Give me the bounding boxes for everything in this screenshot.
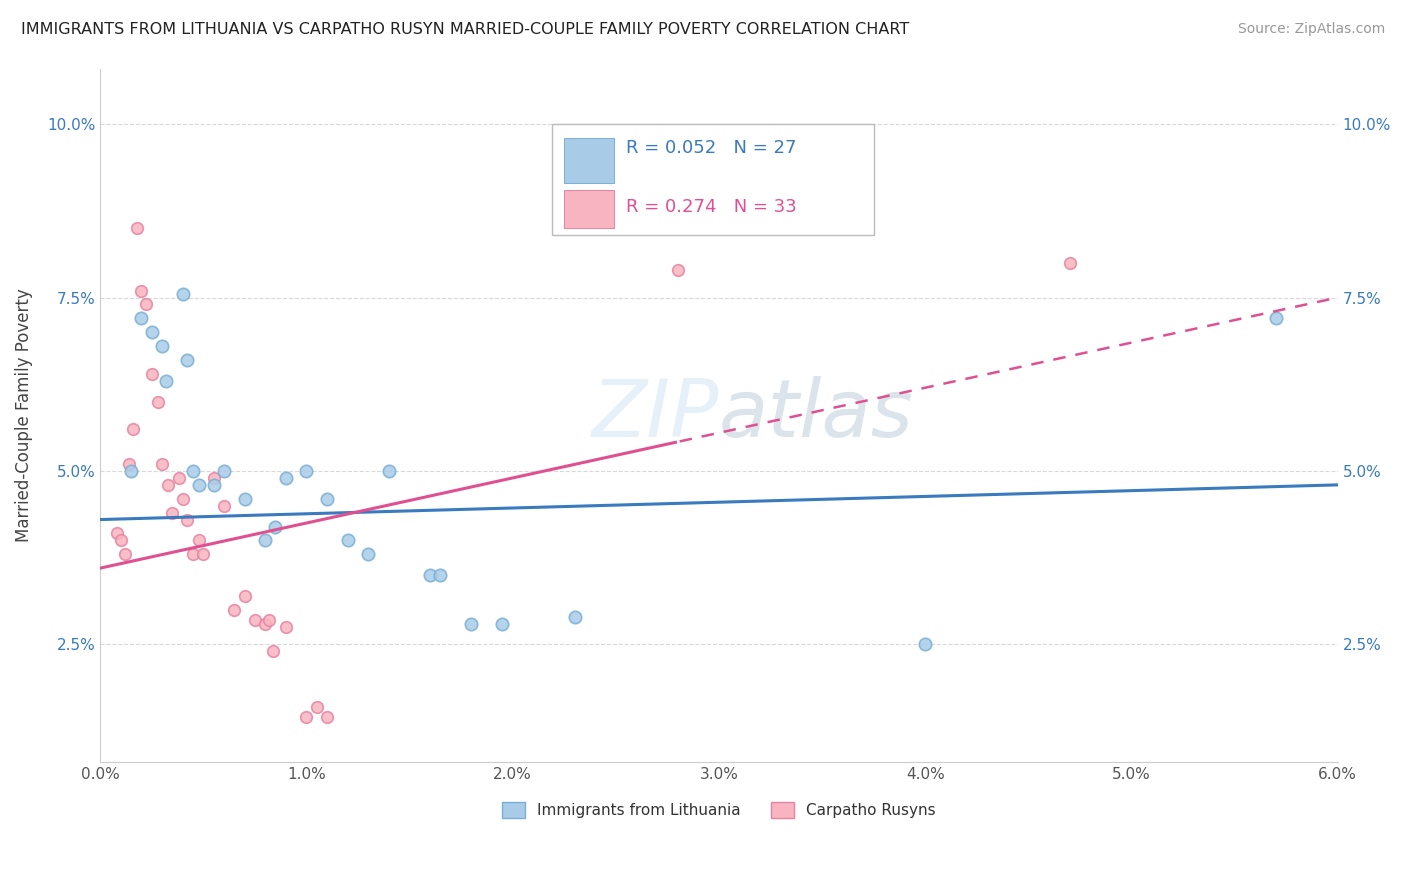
Point — [134, 297, 156, 311]
Point — [157, 478, 180, 492]
Point — [181, 464, 204, 478]
Point — [914, 637, 936, 651]
Point — [127, 221, 149, 235]
Point — [419, 568, 441, 582]
Point — [336, 533, 359, 548]
Point — [274, 620, 297, 634]
Point — [150, 457, 173, 471]
Point — [193, 547, 215, 561]
Point — [146, 394, 169, 409]
Text: R = 0.274   N = 33: R = 0.274 N = 33 — [626, 198, 797, 216]
Point — [176, 353, 198, 368]
Point — [110, 533, 132, 548]
Point — [172, 287, 194, 301]
Point — [274, 471, 297, 485]
Text: R = 0.052   N = 27: R = 0.052 N = 27 — [626, 139, 797, 157]
Legend: Immigrants from Lithuania, Carpatho Rusyns: Immigrants from Lithuania, Carpatho Rusy… — [496, 796, 942, 824]
Point — [172, 491, 194, 506]
Point — [181, 547, 204, 561]
Point — [212, 499, 235, 513]
Text: Source: ZipAtlas.com: Source: ZipAtlas.com — [1237, 22, 1385, 37]
Point — [120, 464, 142, 478]
Point — [122, 422, 145, 436]
Point — [460, 616, 482, 631]
Point — [233, 491, 256, 506]
Point — [259, 613, 281, 627]
Text: atlas: atlas — [718, 376, 914, 455]
Text: IMMIGRANTS FROM LITHUANIA VS CARPATHO RUSYN MARRIED-COUPLE FAMILY POVERTY CORREL: IMMIGRANTS FROM LITHUANIA VS CARPATHO RU… — [21, 22, 910, 37]
Point — [254, 616, 277, 631]
Point — [316, 710, 339, 724]
Point — [150, 339, 173, 353]
Point — [141, 367, 163, 381]
Point — [114, 547, 136, 561]
Point — [1059, 256, 1081, 270]
Point — [233, 589, 256, 603]
Point — [429, 568, 451, 582]
Point — [188, 533, 211, 548]
Point — [131, 284, 153, 298]
Point — [1264, 311, 1286, 326]
Point — [131, 311, 153, 326]
Point — [162, 506, 184, 520]
FancyBboxPatch shape — [553, 124, 873, 235]
Point — [305, 700, 328, 714]
Point — [316, 491, 339, 506]
Point — [666, 262, 689, 277]
FancyBboxPatch shape — [564, 190, 614, 228]
FancyBboxPatch shape — [564, 138, 614, 183]
Point — [155, 374, 177, 388]
Point — [378, 464, 401, 478]
Point — [167, 471, 190, 485]
Point — [243, 613, 266, 627]
Point — [105, 526, 128, 541]
Point — [176, 512, 198, 526]
Point — [141, 325, 163, 339]
Point — [202, 478, 225, 492]
Y-axis label: Married-Couple Family Poverty: Married-Couple Family Poverty — [15, 289, 32, 542]
Point — [212, 464, 235, 478]
Point — [295, 464, 318, 478]
Point — [224, 603, 246, 617]
Point — [254, 533, 277, 548]
Point — [357, 547, 380, 561]
Point — [118, 457, 141, 471]
Point — [262, 644, 284, 658]
Point — [295, 710, 318, 724]
Point — [188, 478, 211, 492]
Point — [264, 519, 287, 533]
Point — [202, 471, 225, 485]
Point — [564, 609, 586, 624]
Point — [491, 616, 513, 631]
Text: ZIP: ZIP — [592, 376, 718, 455]
